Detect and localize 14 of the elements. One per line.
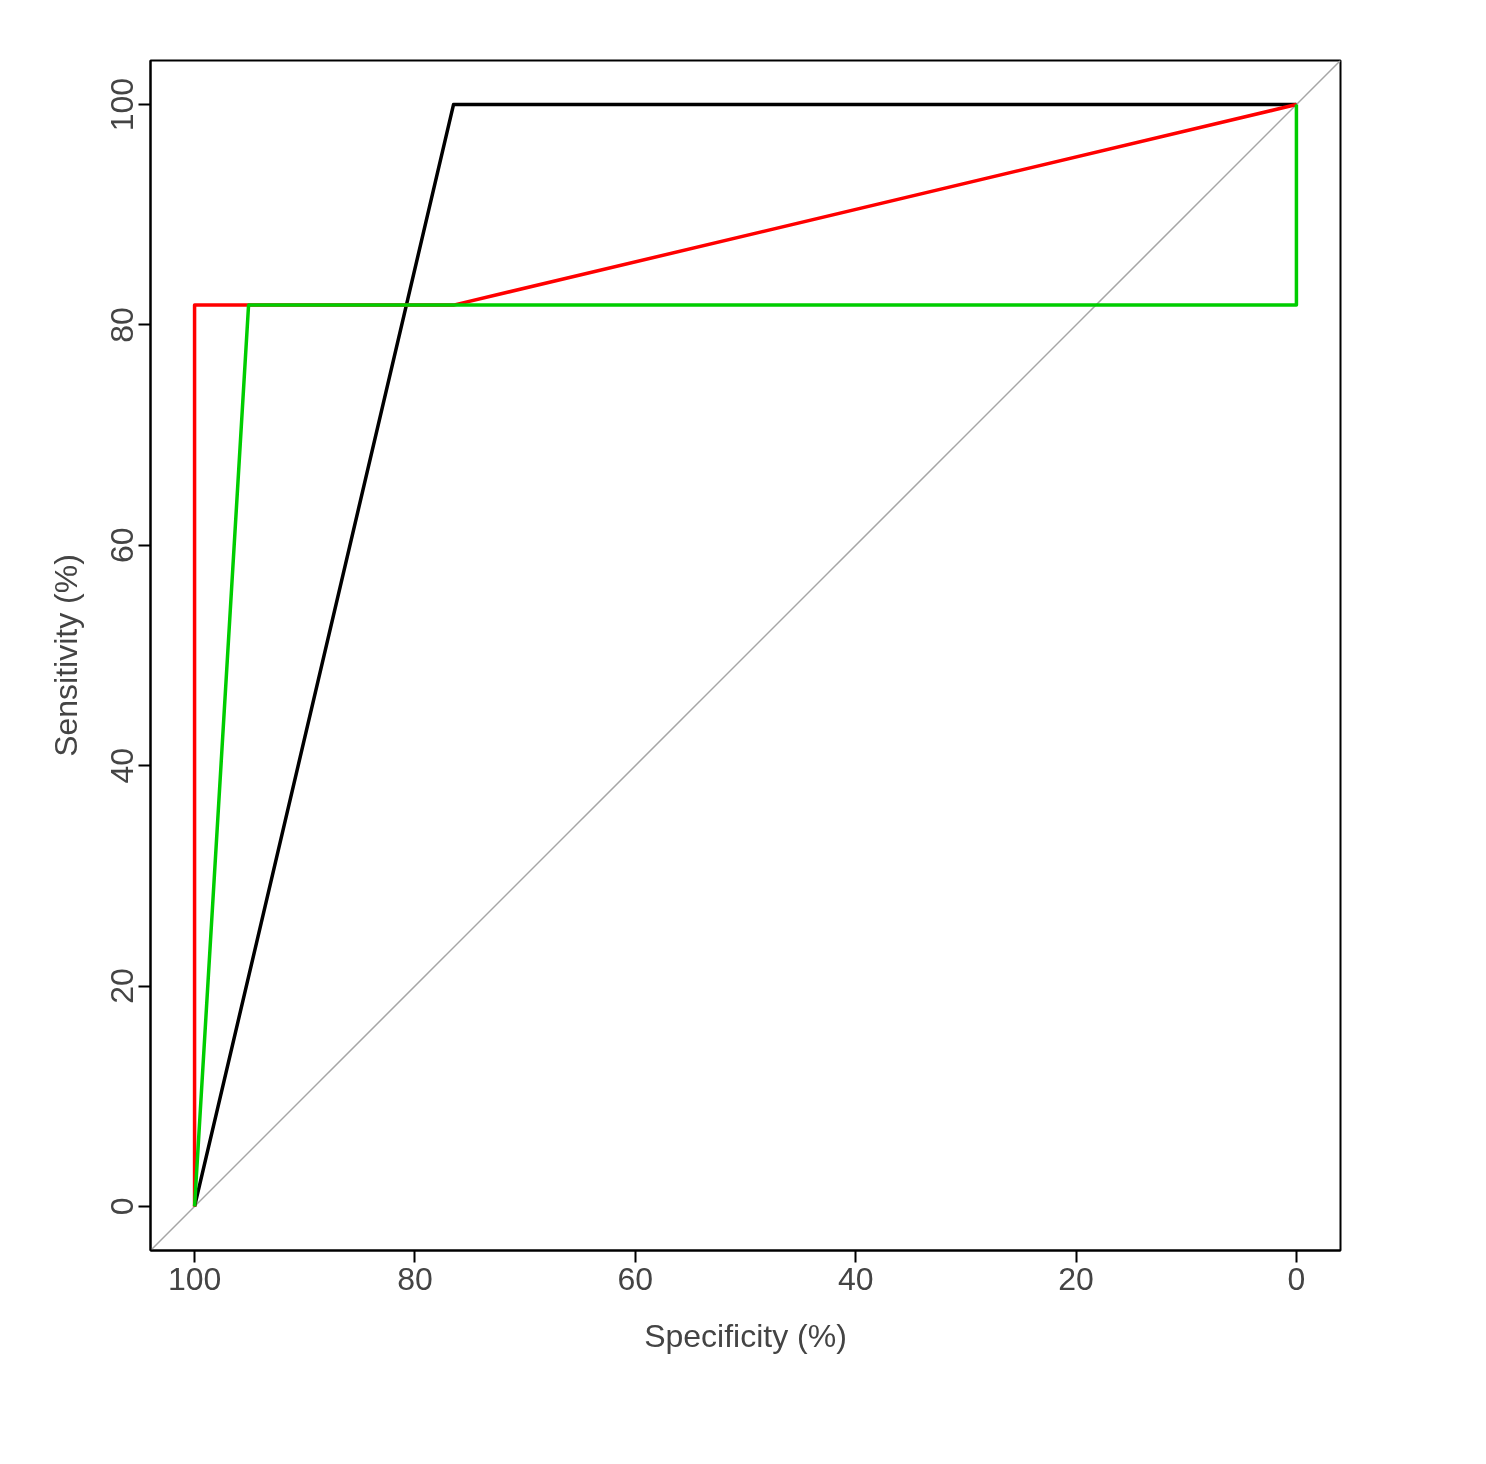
x-tick-label: 60 xyxy=(617,1260,654,1297)
y-tick-label: 100 xyxy=(104,77,141,132)
y-axis-title: Sensitivity (%) xyxy=(47,554,84,757)
x-tick-label: 40 xyxy=(837,1260,874,1297)
x-tick-label: 20 xyxy=(1058,1260,1094,1297)
y-tick-label: 20 xyxy=(104,968,141,1004)
y-tick-label: 60 xyxy=(104,527,141,564)
x-axis-title: Specificity (%) xyxy=(644,1317,847,1354)
x-tick-label: 0 xyxy=(1287,1260,1306,1297)
y-tick-label: 40 xyxy=(104,747,141,784)
y-tick-label: 0 xyxy=(104,1197,141,1216)
x-tick-label: 100 xyxy=(167,1260,222,1297)
x-tick-label: 80 xyxy=(397,1260,433,1297)
y-tick-label: 80 xyxy=(104,307,141,343)
